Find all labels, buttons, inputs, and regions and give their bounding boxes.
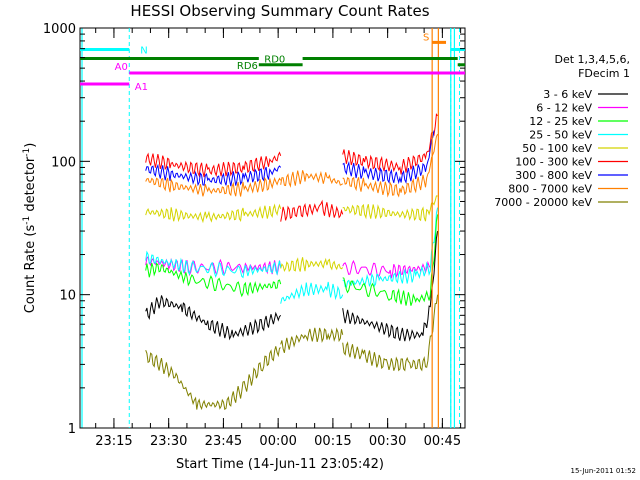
status-bars: N RD0 RD6 A0 A1 S xyxy=(80,28,465,428)
series-line xyxy=(280,170,343,188)
y-tick-label: 1 xyxy=(68,422,76,437)
legend-header-1: Det 1,3,4,5,6, xyxy=(554,53,630,66)
series-line xyxy=(280,327,344,353)
series-layer xyxy=(145,113,439,411)
legend-label: 6 - 12 keV xyxy=(536,102,592,115)
series-line xyxy=(280,199,344,222)
legend-label: 100 - 300 keV xyxy=(515,156,592,169)
plot-frame xyxy=(79,27,466,429)
series-line xyxy=(145,151,282,178)
legend-label: 300 - 800 keV xyxy=(515,169,592,182)
legend-label: 800 - 7000 keV xyxy=(508,183,592,196)
x-tick-label: 23:30 xyxy=(150,434,187,449)
status-bar-label: A0 xyxy=(115,62,128,73)
x-tick-label: 00:00 xyxy=(259,434,296,449)
status-bar-label: S xyxy=(423,32,429,43)
series-line xyxy=(342,133,439,198)
x-axis-label: Start Time (14-Jun-11 23:05:42) xyxy=(176,457,384,472)
series-line xyxy=(342,231,439,342)
status-bar-label: RD6 xyxy=(237,61,258,72)
series-line xyxy=(145,176,282,197)
series-line xyxy=(342,130,435,185)
series-line xyxy=(145,203,282,224)
series-line xyxy=(280,257,344,273)
y-axis-label-sup1: -1 xyxy=(22,216,32,225)
series-line xyxy=(145,262,282,298)
y-axis-label-main: Count Rate (s xyxy=(23,225,38,314)
y-tick-label: 100 xyxy=(51,155,76,170)
y-tick-label: 1000 xyxy=(43,22,76,37)
y-axis-label-mid: detector xyxy=(23,156,38,216)
x-tick-label: 00:30 xyxy=(369,434,406,449)
series-line xyxy=(280,281,344,304)
legend-label: 50 - 100 keV xyxy=(522,142,592,155)
series-line xyxy=(342,113,438,175)
y-axis-label-end: ) xyxy=(23,143,38,148)
series-line xyxy=(145,346,281,411)
series-line xyxy=(342,207,439,288)
legend-label: 25 - 50 keV xyxy=(529,129,592,142)
x-tick-label: 00:45 xyxy=(424,434,461,449)
legend-label: 12 - 25 keV xyxy=(529,115,592,128)
legend-label: 3 - 6 keV xyxy=(543,88,592,101)
x-tick-label: 23:15 xyxy=(95,434,132,449)
series-line xyxy=(145,250,282,279)
footer-timestamp: 15-Jun-2011 01:52 xyxy=(571,467,637,475)
series-line xyxy=(342,195,438,222)
series-line xyxy=(342,214,439,306)
series-line xyxy=(145,163,282,187)
y-tick-label: 10 xyxy=(59,289,76,304)
x-axis-ticks: 23:15 23:30 23:45 00:00 00:15 00:30 00:45 xyxy=(95,28,462,449)
x-tick-label: 23:45 xyxy=(205,434,242,449)
y-axis-ticks: 1000 100 10 1 xyxy=(43,22,465,437)
x-tick-label: 00:15 xyxy=(314,434,351,449)
status-bar-label: A1 xyxy=(135,82,148,93)
series-line xyxy=(342,259,431,279)
status-bar-label: RD0 xyxy=(264,55,285,66)
series-line xyxy=(342,294,439,372)
y-axis-label-sup2: -1 xyxy=(22,148,32,157)
series-line xyxy=(145,255,282,277)
y-axis-label: Count Rate (s-1 detector-1) xyxy=(22,143,38,314)
legend-header-2: FDecim 1 xyxy=(578,67,630,80)
series-line xyxy=(145,295,282,341)
status-bar-label: N xyxy=(140,45,147,56)
legend-label: 7000 - 20000 keV xyxy=(494,196,592,209)
chart-title: HESSI Observing Summary Count Rates xyxy=(130,2,429,20)
